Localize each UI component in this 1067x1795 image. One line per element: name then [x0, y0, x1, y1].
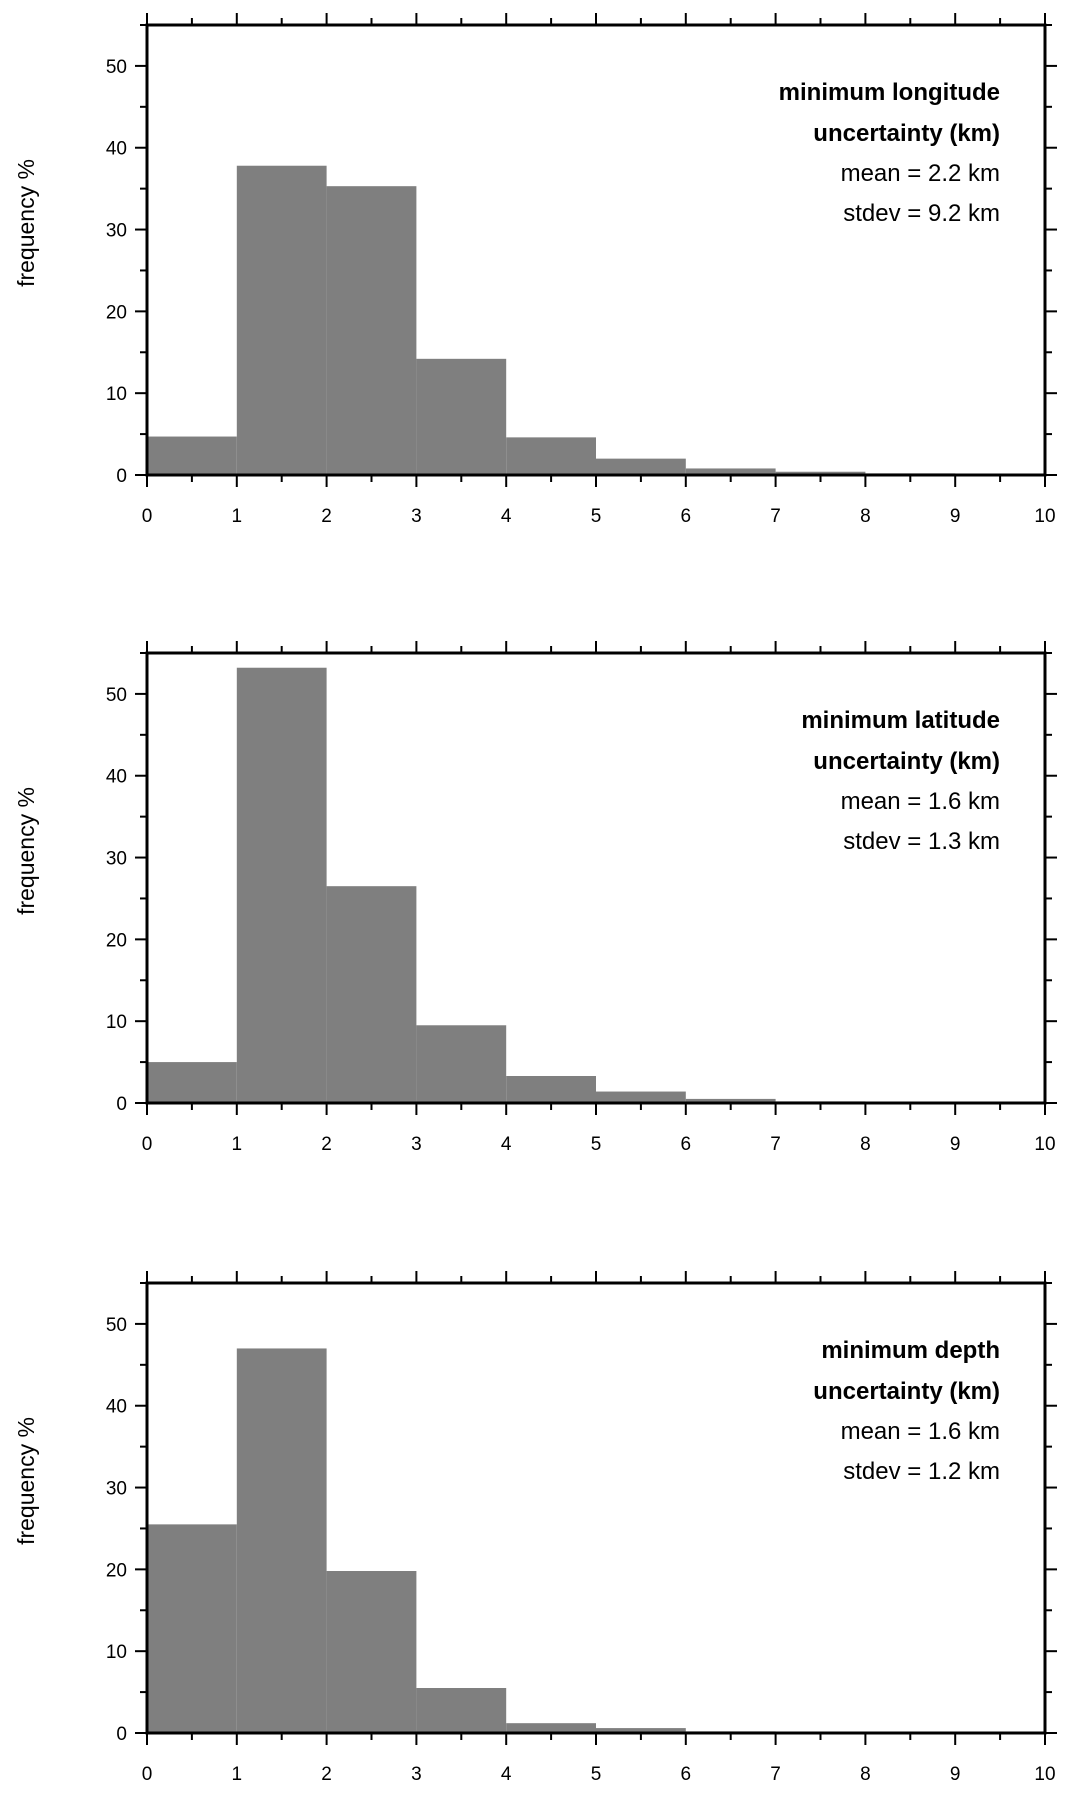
x-tick-label: 6 [681, 506, 692, 527]
annotation-title-line-1: minimum depth [821, 1337, 1000, 1364]
x-tick-label: 0 [142, 506, 153, 527]
y-tick-label: 10 [106, 1642, 127, 1663]
x-tick-label: 5 [591, 1134, 602, 1155]
x-tick-label: 4 [501, 506, 512, 527]
histogram-panel-1: 0 1 2 3 4 5 6 7 8 9 10 0 10 20 30 40 50 frequency % minimu… [13, 13, 1057, 527]
histogram-bar [596, 1728, 686, 1733]
x-tick-label: 3 [411, 506, 422, 527]
histogram-bar [506, 1076, 596, 1103]
histogram-bar [236, 165, 327, 475]
x-tick-label: 4 [501, 1764, 512, 1785]
histogram-bar [147, 1524, 237, 1733]
annotation-stdev: stdev = 1.3 km [843, 828, 1000, 855]
histogram-bar [596, 458, 686, 475]
x-tick-label: 8 [860, 1134, 871, 1155]
x-tick-label: 9 [950, 1764, 961, 1785]
histogram-bar [326, 186, 417, 475]
x-tick-label: 2 [321, 1134, 332, 1155]
histogram-bar [326, 1571, 417, 1733]
histogram-panel-3: 0 1 2 3 4 5 6 7 8 9 10 0 10 20 30 40 50 frequency % minimu… [13, 1271, 1057, 1785]
y-tick-label: 20 [106, 1560, 127, 1581]
y-tick-label: 40 [106, 767, 127, 788]
histogram-bar [416, 1688, 507, 1733]
y-tick-label: 0 [116, 1724, 127, 1745]
histogram-bar [416, 1025, 507, 1103]
y-axis-label: frequency % [13, 787, 39, 915]
y-tick-label: 0 [116, 1094, 127, 1115]
histogram-bar [326, 886, 417, 1103]
x-tick-label: 5 [591, 506, 602, 527]
annotation-title-line-2: uncertainty (km) [813, 748, 1000, 775]
y-tick-label: 50 [106, 1315, 127, 1336]
x-tick-label: 6 [681, 1764, 692, 1785]
histogram-bar [147, 1062, 237, 1103]
x-tick-label: 6 [681, 1134, 692, 1155]
x-tick-label: 3 [411, 1134, 422, 1155]
y-tick-label: 10 [106, 384, 127, 405]
annotation-title-line-2: uncertainty (km) [813, 1378, 1000, 1405]
x-tick-label: 1 [232, 1134, 243, 1155]
histogram-bar [506, 437, 596, 475]
y-tick-label: 30 [106, 849, 127, 870]
annotation-title-line-1: minimum latitude [801, 707, 1000, 734]
y-tick-label: 20 [106, 930, 127, 951]
x-tick-label: 5 [591, 1764, 602, 1785]
y-tick-label: 40 [106, 139, 127, 160]
y-tick-label: 30 [106, 221, 127, 242]
y-tick-label: 10 [106, 1012, 127, 1033]
x-tick-label: 7 [770, 1134, 781, 1155]
x-tick-label: 0 [142, 1134, 153, 1155]
annotation-title-line-2: uncertainty (km) [813, 120, 1000, 147]
annotation-mean: mean = 1.6 km [841, 1418, 1000, 1445]
histogram-bar [147, 436, 237, 475]
x-tick-label: 3 [411, 1764, 422, 1785]
histogram-bar [506, 1723, 596, 1733]
histogram-bar [596, 1091, 686, 1103]
x-tick-label: 9 [950, 506, 961, 527]
x-tick-label: 2 [321, 506, 332, 527]
x-tick-label: 10 [1034, 1134, 1055, 1155]
y-tick-label: 50 [106, 685, 127, 706]
histogram-bar [775, 471, 866, 475]
x-tick-label: 7 [770, 506, 781, 527]
x-tick-label: 4 [501, 1134, 512, 1155]
x-tick-label: 0 [142, 1764, 153, 1785]
annotation-title-line-1: minimum longitude [779, 79, 1000, 106]
y-tick-label: 30 [106, 1479, 127, 1500]
x-tick-label: 2 [321, 1764, 332, 1785]
x-tick-label: 7 [770, 1764, 781, 1785]
x-tick-label: 1 [232, 506, 243, 527]
y-axis-label: frequency % [13, 1417, 39, 1545]
y-tick-label: 20 [106, 302, 127, 323]
histogram-bar [416, 358, 507, 475]
x-tick-label: 8 [860, 506, 871, 527]
x-tick-label: 1 [232, 1764, 243, 1785]
x-tick-label: 8 [860, 1764, 871, 1785]
x-tick-label: 10 [1034, 1764, 1055, 1785]
x-tick-label: 10 [1034, 506, 1055, 527]
histogram-panel-2: 0 1 2 3 4 5 6 7 8 9 10 0 10 20 30 40 50 frequency % minimu… [13, 641, 1057, 1155]
annotation-stdev: stdev = 9.2 km [843, 200, 1000, 227]
annotation-stdev: stdev = 1.2 km [843, 1458, 1000, 1485]
y-tick-label: 40 [106, 1397, 127, 1418]
annotation-mean: mean = 2.2 km [841, 160, 1000, 187]
x-tick-label: 9 [950, 1134, 961, 1155]
y-axis-label: frequency % [13, 159, 39, 287]
histogram-bar [685, 468, 776, 475]
histogram-bar [236, 1348, 327, 1733]
histogram-bar [685, 1098, 776, 1103]
histogram-bar [236, 667, 327, 1103]
y-tick-label: 0 [116, 466, 127, 487]
y-tick-label: 50 [106, 57, 127, 78]
annotation-mean: mean = 1.6 km [841, 788, 1000, 815]
